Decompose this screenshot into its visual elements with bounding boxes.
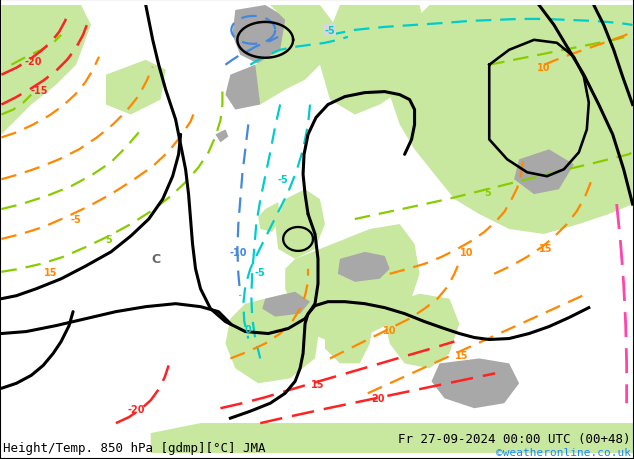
Text: Fr 27-09-2024 00:00 UTC (00+48): Fr 27-09-2024 00:00 UTC (00+48) [398, 432, 631, 445]
Polygon shape [106, 61, 165, 115]
Polygon shape [390, 6, 633, 235]
Text: -5: -5 [278, 175, 288, 185]
Text: 10: 10 [383, 325, 396, 335]
Text: -20: -20 [127, 404, 145, 414]
Polygon shape [233, 6, 290, 66]
Text: -5: -5 [255, 267, 266, 277]
Polygon shape [200, 423, 633, 453]
Text: -20: -20 [25, 56, 42, 67]
Text: -5: -5 [70, 214, 81, 224]
Polygon shape [285, 224, 420, 344]
Text: 5: 5 [484, 188, 491, 198]
Polygon shape [226, 66, 270, 110]
Polygon shape [385, 294, 460, 369]
Text: -10: -10 [230, 247, 247, 257]
Polygon shape [275, 190, 325, 259]
Polygon shape [262, 292, 310, 317]
Text: 5: 5 [105, 235, 112, 245]
Text: Height/Temp. 850 hPa [gdmp][°C] JMA: Height/Temp. 850 hPa [gdmp][°C] JMA [3, 442, 266, 454]
Text: 10: 10 [460, 247, 473, 257]
Text: 0: 0 [245, 324, 252, 334]
Text: 15: 15 [311, 380, 325, 390]
Text: 20: 20 [371, 393, 384, 403]
Text: 10: 10 [537, 62, 551, 73]
Polygon shape [226, 294, 320, 383]
Text: C: C [151, 253, 160, 266]
Text: -5: -5 [325, 26, 335, 36]
Polygon shape [338, 252, 390, 282]
Polygon shape [325, 294, 375, 364]
Text: ©weatheronline.co.uk: ©weatheronline.co.uk [496, 447, 631, 457]
Polygon shape [432, 358, 519, 409]
Polygon shape [216, 130, 228, 143]
Polygon shape [320, 6, 429, 115]
Text: -15: -15 [30, 85, 48, 95]
Text: 15: 15 [540, 243, 553, 253]
Polygon shape [514, 150, 574, 195]
Text: 15: 15 [455, 351, 468, 361]
Polygon shape [1, 6, 91, 135]
Polygon shape [258, 203, 280, 232]
Text: 15: 15 [44, 267, 58, 277]
Polygon shape [151, 423, 270, 453]
Polygon shape [256, 6, 335, 105]
